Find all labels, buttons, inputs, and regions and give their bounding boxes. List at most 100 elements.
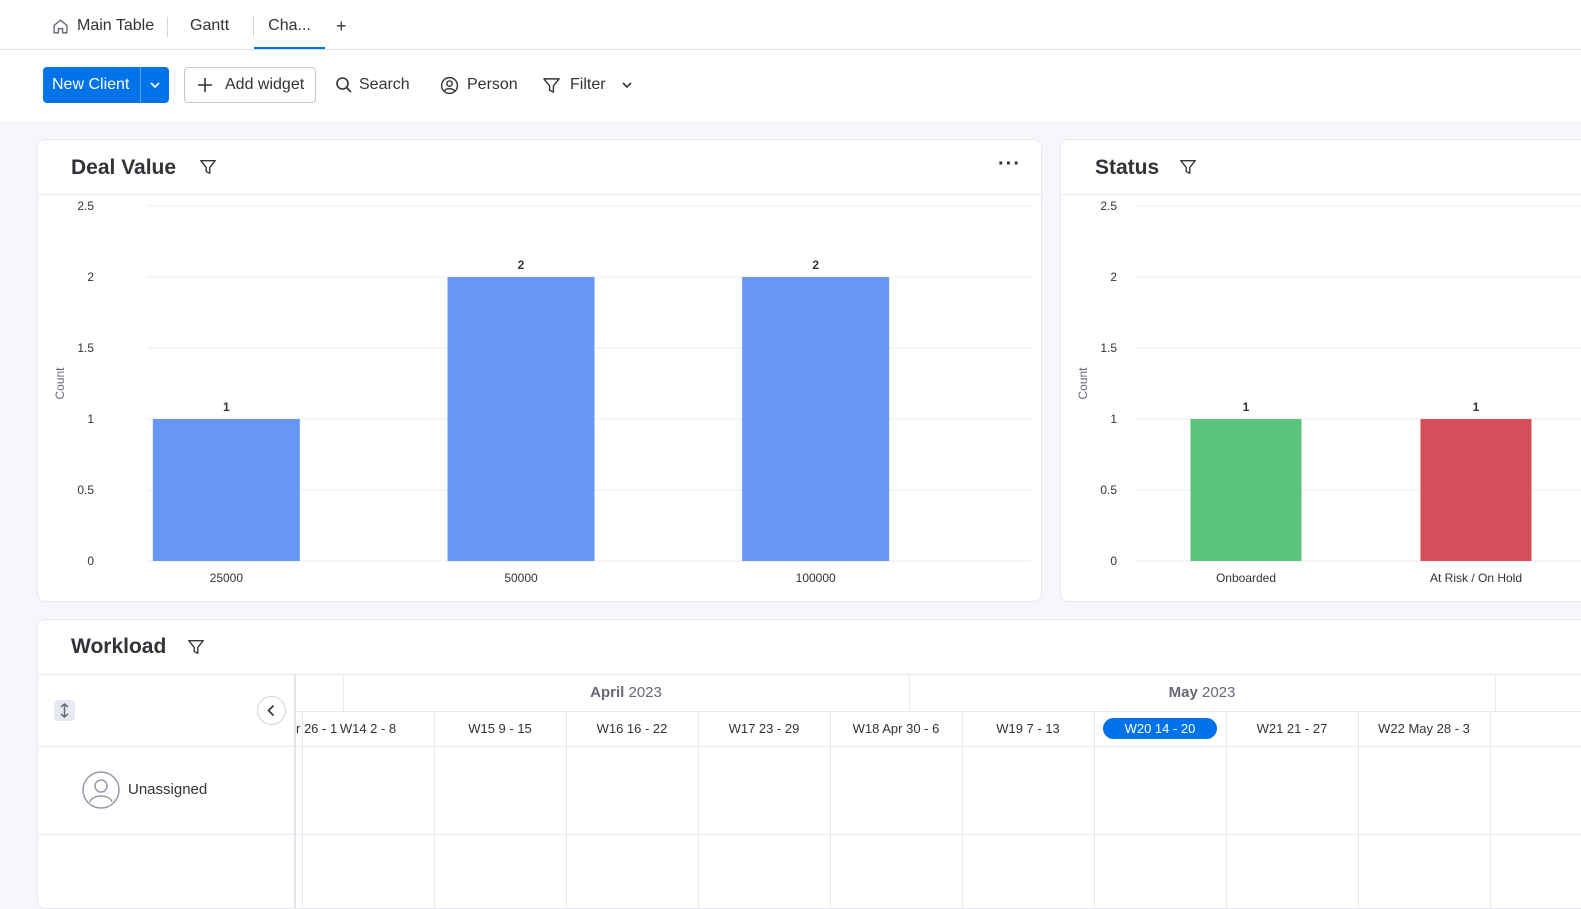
add-widget-button[interactable]: Add widget: [184, 67, 316, 103]
month-header: April 2023: [343, 675, 909, 711]
x-tick-label: 50000: [504, 571, 538, 585]
status-widget: Status 0 0.5 1 1.5 2 2.5 Count 1 Onboarded 1 At Ri…: [1060, 139, 1581, 602]
tab-chart[interactable]: Cha...: [254, 0, 325, 49]
view-tabs: Main Table Gantt Cha... +: [0, 0, 1581, 50]
y-tick-label: 2: [87, 270, 94, 284]
x-tick-label: 100000: [796, 571, 836, 585]
y-tick-label: 1.5: [77, 341, 94, 355]
button-divider: [140, 67, 141, 103]
y-tick-label: 0: [1110, 554, 1117, 568]
week-header[interactable]: W14 2 - 8: [339, 721, 397, 736]
bar-value-label: 2: [518, 258, 525, 272]
week-header[interactable]: W17 23 - 29: [728, 721, 800, 736]
week-column-divider: [1358, 712, 1359, 908]
workload-widget: Workload Unassigned April 2023 May 2023 r …: [37, 619, 1581, 909]
bar: [1190, 419, 1302, 561]
filter-icon: [543, 77, 560, 93]
filter-button[interactable]: Filter: [542, 67, 633, 103]
y-tick-label: 2.5: [1100, 199, 1117, 213]
add-widget-label: Add widget: [225, 76, 305, 93]
row-divider: [38, 746, 296, 747]
tab-divider: [167, 17, 168, 37]
person-avatar-icon: [82, 771, 120, 809]
week-column-divider: [434, 712, 435, 908]
week-header[interactable]: W20 14 - 20: [1094, 712, 1226, 746]
tab-gantt[interactable]: Gantt: [190, 0, 229, 49]
bar: [742, 277, 890, 561]
x-tick-label: Onboarded: [1216, 571, 1276, 585]
add-view-button[interactable]: +: [336, 16, 347, 36]
chevron-down-icon[interactable]: [149, 79, 161, 91]
week-column-divider: [962, 712, 963, 908]
y-tick-label: 0: [87, 554, 94, 568]
search-button[interactable]: Search: [335, 67, 410, 103]
bar: [152, 419, 300, 561]
y-axis-label: Count: [53, 367, 67, 400]
month-year: 2023: [624, 684, 662, 701]
tab-label: Main Table: [77, 17, 155, 34]
person-label: Person: [467, 76, 518, 93]
timeline-split-divider: [294, 675, 296, 908]
y-tick-label: 2.5: [77, 199, 94, 213]
filter-label: Filter: [570, 76, 606, 93]
chevron-down-icon[interactable]: [621, 79, 633, 91]
month-header: May 2023: [909, 675, 1495, 711]
y-tick-label: 2: [1110, 270, 1117, 284]
week-column-divider: [698, 712, 699, 908]
status-chart: 0 0.5 1 1.5 2 2.5 Count 1 Onboarded 1 At Risk / On…: [1076, 199, 1581, 585]
header-divider: [296, 711, 1581, 712]
week-column-divider: [830, 712, 831, 908]
widget-header-divider: [38, 194, 1041, 195]
bar-value-label: 2: [812, 258, 819, 272]
y-tick-label: 1: [1110, 412, 1117, 426]
week-header[interactable]: W22 May 28 - 3: [1378, 721, 1470, 736]
header-divider: [296, 746, 1581, 747]
widget-title: Deal Value: [71, 156, 177, 179]
y-tick-label: 1.5: [1100, 341, 1117, 355]
expand-collapse-button[interactable]: [54, 700, 75, 721]
scroll-back-button[interactable]: [257, 696, 286, 725]
bar-value-label: 1: [1473, 400, 1480, 414]
row-divider: [38, 834, 1581, 835]
filter-icon[interactable]: [199, 158, 217, 176]
month-name: April: [590, 684, 625, 701]
month-name: May: [1168, 684, 1198, 701]
x-tick-label: At Risk / On Hold: [1430, 571, 1522, 585]
chevron-left-icon: [267, 704, 275, 717]
person-filter-button[interactable]: Person: [440, 67, 518, 103]
week-header[interactable]: W18 Apr 30 - 6: [852, 721, 940, 736]
week-header[interactable]: W15 9 - 15: [468, 721, 532, 736]
tab-label: Gantt: [190, 17, 230, 34]
expand-vertical-icon: [60, 703, 69, 718]
x-tick-label: 25000: [210, 571, 244, 585]
y-tick-label: 0.5: [77, 483, 94, 497]
bar-value-label: 1: [223, 400, 230, 414]
tab-main-table[interactable]: Main Table: [52, 0, 154, 49]
workload-timeline: April 2023 May 2023 r 26 - 1 W14 2 - 8 W15 9…: [296, 620, 1581, 908]
tab-divider: [253, 17, 254, 37]
week-column-divider: [1094, 712, 1095, 908]
week-header[interactable]: W16 16 - 22: [596, 721, 668, 736]
filter-icon[interactable]: [1179, 158, 1197, 176]
y-axis-label: Count: [1076, 367, 1090, 400]
widget-header-divider: [1061, 194, 1581, 195]
more-options-icon[interactable]: ···: [998, 153, 1021, 175]
week-header[interactable]: W21 21 - 27: [1256, 721, 1328, 736]
bar: [447, 277, 595, 561]
bar: [1420, 419, 1532, 561]
week-header[interactable]: W19 7 - 13: [996, 721, 1060, 736]
month-year: 2023: [1197, 684, 1236, 701]
plus-icon: [198, 78, 212, 92]
widget-header-divider: [38, 674, 1581, 675]
deal-value-chart: 0 0.5 1 1.5 2 2.5 Count 1 25000 2 50000 2 100000: [53, 199, 1031, 585]
top-bar: Main Table Gantt Cha... + New Client Add…: [0, 0, 1581, 121]
week-column-divider: [1490, 712, 1491, 908]
search-icon: [336, 77, 352, 93]
filter-icon[interactable]: [187, 638, 205, 656]
current-week-pill: W20 14 - 20: [1102, 718, 1218, 739]
bar-value-label: 1: [1243, 400, 1250, 414]
row-label-unassigned[interactable]: Unassigned: [128, 781, 208, 798]
month-divider: [343, 675, 344, 711]
new-client-button[interactable]: New Client: [43, 67, 169, 103]
y-tick-label: 1: [87, 412, 94, 426]
